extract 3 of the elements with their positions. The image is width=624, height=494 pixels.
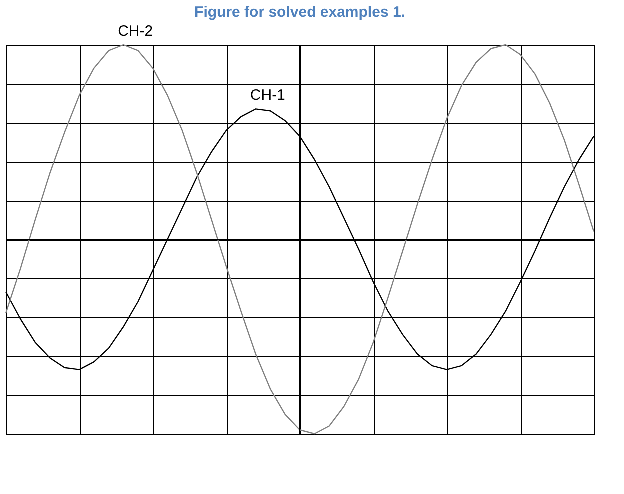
series-label: CH-1 — [250, 87, 286, 104]
series-label: CH-2 — [118, 23, 154, 40]
chart-title: Figure for solved examples 1. — [194, 4, 406, 21]
